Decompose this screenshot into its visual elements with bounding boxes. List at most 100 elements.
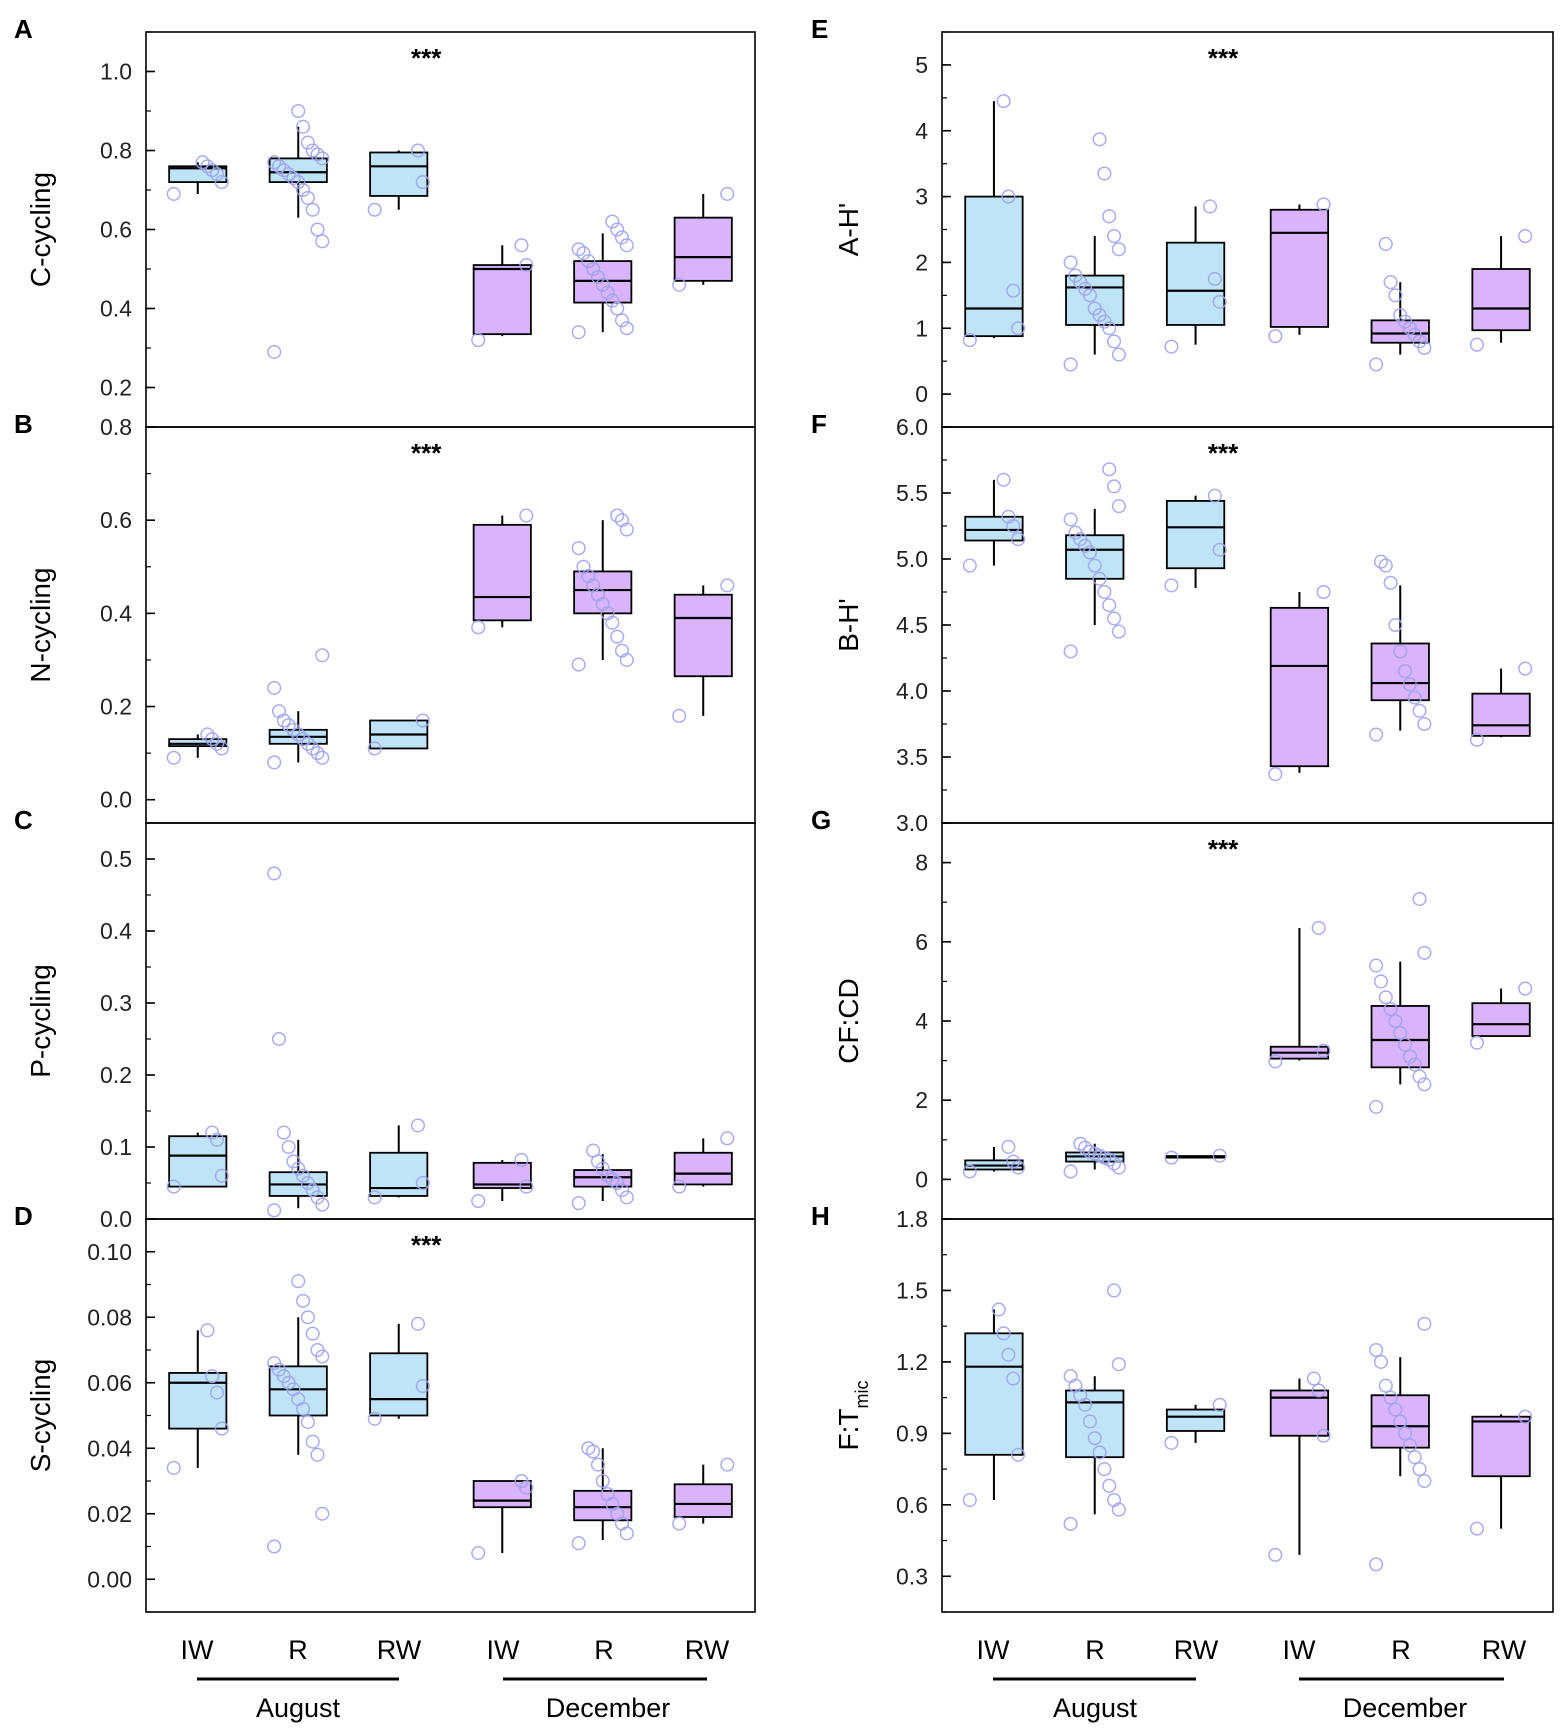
box-iqr (168, 738, 228, 748)
box-december-rw (672, 1131, 735, 1194)
data-point (1378, 1378, 1393, 1393)
significance-marker: *** (411, 1230, 442, 1260)
data-point (310, 1342, 325, 1358)
y-tick-label: 5 (915, 52, 928, 78)
data-point (271, 704, 287, 719)
significance-marker: *** (411, 438, 442, 468)
box-august-iw (962, 472, 1026, 573)
data-point (672, 708, 687, 723)
y-tick-label: 2 (915, 249, 928, 275)
data-point (610, 508, 625, 523)
data-point (1518, 229, 1533, 244)
panel-letter: C (14, 805, 33, 835)
data-point (672, 277, 687, 292)
data-point (1383, 275, 1398, 290)
data-point (519, 258, 534, 273)
significance-marker: *** (1208, 834, 1239, 864)
box-august-iw (166, 727, 229, 765)
y-tick-label: 0.9 (896, 1420, 928, 1446)
data-point (1518, 1409, 1533, 1424)
box-iqr (1471, 1415, 1531, 1478)
data-point (590, 1457, 605, 1472)
data-point (315, 1506, 330, 1521)
box-august-rw (1164, 488, 1227, 593)
box-december-r (571, 508, 634, 672)
data-point (610, 222, 625, 237)
data-point (1102, 462, 1117, 477)
data-point (267, 755, 282, 770)
y-tick-label: 3.0 (896, 810, 928, 836)
y-tick-label: 0.5 (100, 846, 132, 872)
data-point (1097, 1462, 1112, 1477)
data-point (1268, 1547, 1283, 1562)
data-point (1407, 1450, 1422, 1465)
box-iqr (1471, 1002, 1531, 1037)
data-point (1383, 1390, 1398, 1405)
data-point (267, 1203, 282, 1218)
box-august-iw (166, 1323, 229, 1475)
box-august-r (1063, 132, 1126, 372)
data-point (1268, 767, 1283, 782)
data-point (720, 1131, 735, 1146)
box-august-rw (367, 713, 430, 756)
box-iqr (673, 1151, 733, 1186)
y-axis-title: CF:CD (833, 978, 864, 1064)
data-point (519, 1179, 534, 1194)
data-point (305, 1326, 320, 1341)
box-december-iw (471, 238, 534, 348)
data-point (1207, 488, 1222, 503)
x-axis-right: IW R RW IW R RW August December (977, 1635, 1527, 1723)
significance-marker: *** (1208, 43, 1239, 73)
panel-C: 0.0 0.1 0.2 0.3 0.4 0.5 C P-cycling (14, 805, 756, 1232)
data-point (614, 513, 630, 528)
box-december-rw (1469, 661, 1533, 747)
data-point (1398, 1037, 1413, 1052)
data-point (1383, 575, 1398, 590)
data-point (415, 713, 430, 728)
box-december-r (1369, 236, 1432, 372)
data-point (1373, 554, 1389, 569)
data-point (571, 541, 586, 556)
box-august-rw (1164, 1397, 1227, 1450)
data-point (1006, 283, 1021, 298)
data-point (1378, 558, 1393, 573)
panel-letter: G (811, 805, 831, 835)
box-iqr (673, 1483, 733, 1518)
data-point (267, 680, 282, 695)
data-point (166, 186, 181, 201)
x-tick-label: R (1391, 1635, 1411, 1665)
data-point (205, 1125, 220, 1140)
data-point (166, 1179, 181, 1194)
data-point (1402, 677, 1417, 692)
data-point (672, 1179, 687, 1194)
data-point (1398, 1426, 1413, 1441)
panel-letter: F (811, 409, 827, 439)
y-tick-label: 3.5 (896, 744, 928, 770)
box-august-rw (1164, 1148, 1227, 1165)
box-iqr (472, 264, 532, 336)
data-point (1106, 1283, 1122, 1298)
box-iqr (1165, 1408, 1226, 1432)
data-point (471, 1193, 486, 1209)
y-tick-label: 0.2 (100, 694, 132, 720)
data-point (315, 750, 330, 765)
data-point (1393, 644, 1408, 659)
data-point (1412, 1462, 1427, 1477)
data-point (315, 1197, 330, 1212)
data-point (614, 1183, 630, 1198)
data-point (315, 234, 330, 249)
data-point (315, 151, 330, 166)
plot-frame (941, 822, 1554, 1220)
box-august-r (267, 1274, 330, 1554)
y-axis-title: A-H' (833, 203, 864, 257)
data-point (1164, 1435, 1179, 1450)
data-point (962, 1493, 977, 1508)
data-point (205, 1369, 220, 1384)
box-december-rw (1469, 981, 1533, 1050)
box-iqr (168, 1372, 228, 1430)
box-december-rw (672, 186, 735, 292)
data-point (1102, 598, 1117, 613)
data-point (305, 1434, 320, 1449)
data-point (1082, 1414, 1097, 1429)
data-point (300, 1415, 315, 1430)
